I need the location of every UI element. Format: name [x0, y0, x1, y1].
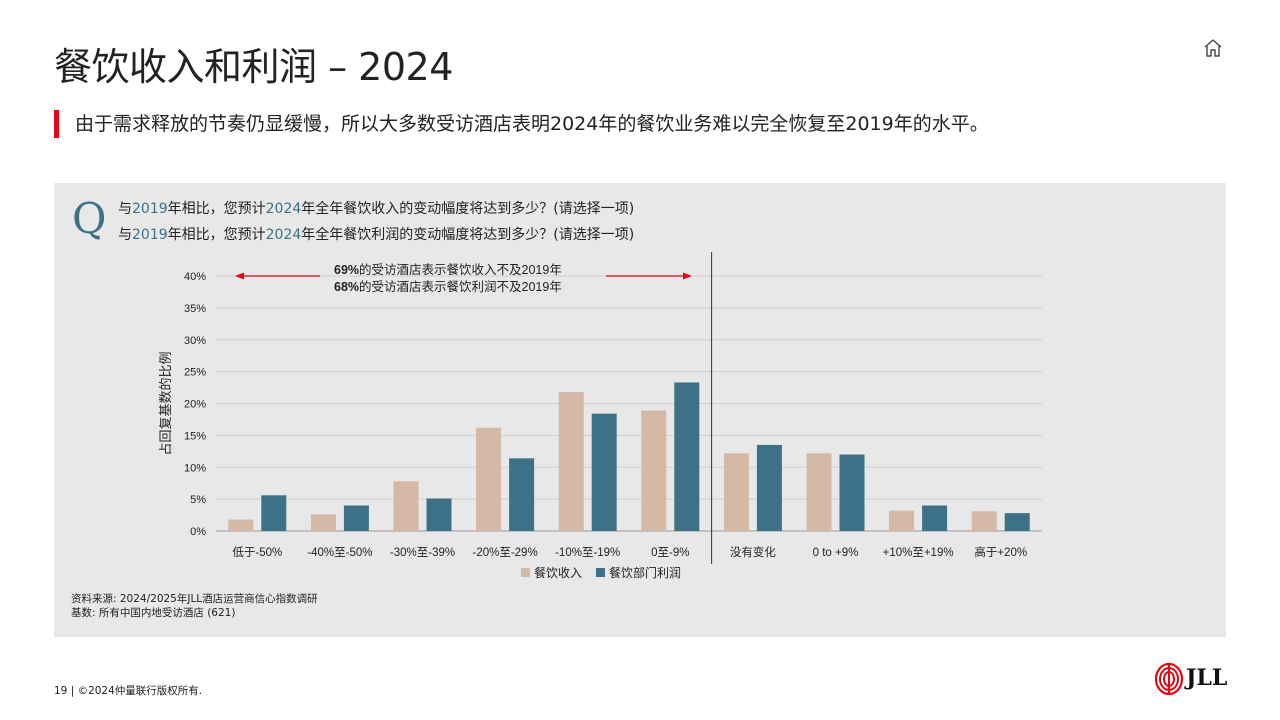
question-mark-label: Q [72, 194, 107, 243]
question-line-profit: 与2019年相比，您预计2024年全年餐饮利润的变动幅度将达到多少？(请选择一项… [118, 227, 635, 243]
y-tick-label: 25% [184, 367, 206, 379]
bar-profit [509, 458, 535, 531]
bar-profit [756, 444, 782, 531]
legend-swatch-revenue [521, 568, 530, 577]
bar-revenue [723, 453, 749, 531]
y-tick-label: 0% [190, 526, 206, 538]
base-line: 基数: 所有中国内地受访酒店 (621) [71, 607, 236, 619]
y-tick-label: 10% [184, 462, 206, 474]
x-tick-label: -40%至-50% [307, 547, 372, 559]
bar-revenue [310, 514, 336, 531]
y-tick-label: 40% [184, 271, 206, 283]
bar-profit [591, 413, 617, 531]
legend-label-revenue: 餐饮收入 [534, 565, 582, 580]
question-line-revenue: 与2019年相比，您预计2024年全年餐饮收入的变动幅度将达到多少？(请选择一项… [118, 201, 635, 217]
y-tick-label: 35% [184, 303, 206, 315]
x-tick-label: -20%至-29% [472, 547, 537, 559]
x-tick-label: -30%至-39% [390, 547, 455, 559]
x-tick-label: 高于+20% [974, 545, 1027, 559]
bar-revenue [393, 481, 419, 531]
y-tick-label: 30% [184, 335, 206, 347]
bar-revenue [228, 519, 254, 531]
arrowhead-left-icon [235, 272, 244, 280]
bar-profit [674, 382, 700, 531]
bar-revenue [558, 392, 584, 531]
source-note: 资料来源: 2024/2025年JLL酒店运营商信心指数调研 基数: 所有中国内… [71, 592, 318, 620]
x-tick-label: -10%至-19% [555, 547, 620, 559]
x-tick-label: 没有变化 [730, 545, 776, 559]
bar-profit [426, 498, 452, 531]
footer-copyright: 19 | ©2024仲量联行版权所有. [54, 685, 203, 697]
source-line: 资料来源: 2024/2025年JLL酒店运营商信心指数调研 [71, 593, 318, 605]
legend-label-profit: 餐饮部门利润 [609, 565, 681, 580]
jll-logo-mark-icon [1154, 662, 1184, 696]
bar-profit [922, 505, 948, 531]
y-tick-label: 20% [184, 399, 206, 411]
annotation-line-profit: 68%的受访酒店表示餐饮利润不及2019年 [334, 279, 562, 294]
jll-logo-text: JLL [1186, 665, 1228, 691]
bar-profit [839, 454, 865, 531]
bar-profit [343, 505, 369, 531]
arrowhead-right-icon [683, 272, 692, 280]
x-tick-label: +10%至+19% [883, 547, 954, 559]
bar-revenue [641, 410, 667, 531]
bar-revenue [889, 510, 915, 531]
chart-panel [54, 183, 1226, 637]
bar-profit [261, 495, 287, 531]
bar-revenue [806, 453, 832, 531]
page-title: 餐饮收入和利润 – 2024 [54, 45, 453, 89]
bar-profit [1004, 513, 1030, 531]
x-tick-label: 低于-50% [232, 546, 282, 559]
bar-revenue [971, 511, 997, 531]
x-tick-label: 0 to +9% [813, 547, 859, 559]
annotation-line-revenue: 69%的受访酒店表示餐饮收入不及2019年 [334, 262, 562, 277]
home-icon[interactable] [1202, 37, 1224, 59]
y-axis-title: 占回复基数的比例 [158, 351, 173, 455]
bar-revenue [476, 427, 502, 531]
y-tick-label: 15% [184, 430, 206, 442]
legend-swatch-profit [596, 568, 605, 577]
subtitle: 由于需求释放的节奏仍显缓慢，所以大多数受访酒店表明2024年的餐饮业务难以完全恢… [75, 113, 989, 135]
subtitle-accent-bar [54, 110, 59, 138]
x-tick-label: 0至-9% [651, 547, 689, 559]
y-tick-label: 5% [190, 494, 206, 506]
